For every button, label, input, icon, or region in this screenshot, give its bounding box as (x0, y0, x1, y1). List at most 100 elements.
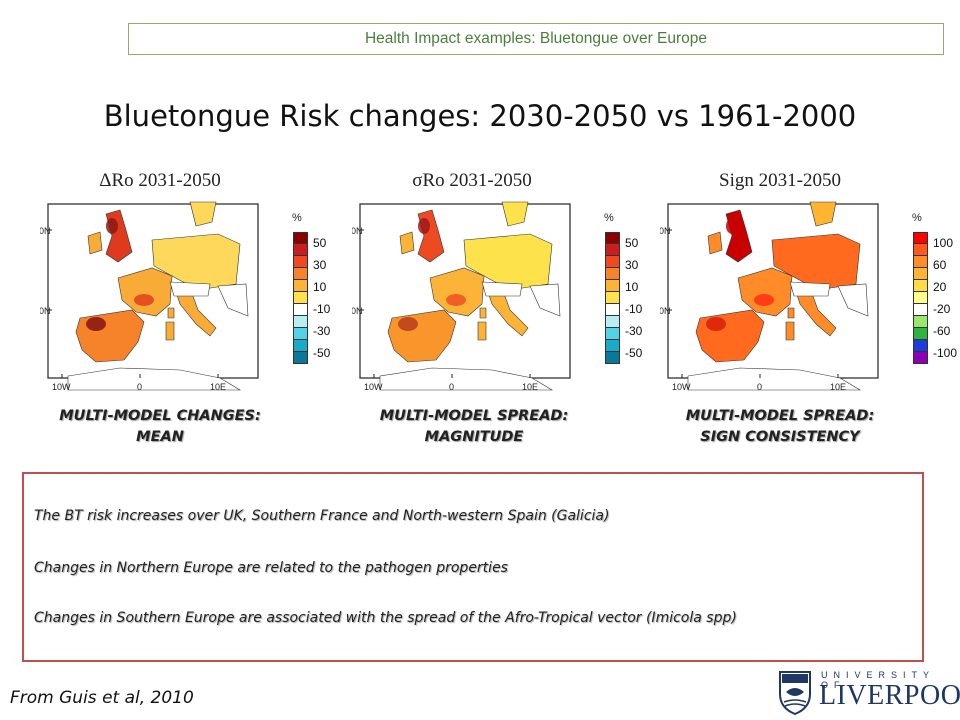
caption-line: MULTI-MODEL CHANGES: (59, 408, 261, 424)
colorbar-legend: 50 30 10 -10 -30 -50 (605, 232, 642, 364)
legend-label: -100 (933, 346, 958, 360)
legend-swatch (913, 268, 928, 280)
legend-label: 50 (625, 236, 639, 250)
map-axis-label: 0 (757, 382, 762, 392)
legend-swatch (293, 352, 308, 364)
map-axis-label: 0 (137, 382, 142, 392)
legend-label: -10 (313, 302, 331, 316)
legend-swatch (605, 268, 620, 280)
map-axis-label: 10E (830, 382, 846, 392)
legend-swatch (605, 232, 620, 244)
map-panel-mean: ΔRo 2031-2050 50N 40N 10W 0 10E % 50 30 10 -… (40, 168, 340, 408)
legend-label: -50 (313, 346, 331, 360)
map-axis-label: 10W (672, 382, 691, 392)
legend-label: 30 (313, 258, 327, 272)
legend-swatch (293, 244, 308, 256)
map-axis-label: 40N (660, 306, 671, 316)
legend-swatch (293, 268, 308, 280)
map-axis-label: 10W (364, 382, 383, 392)
map-body: 50N 40N 10W 0 10E (352, 201, 571, 392)
legend-swatch (293, 256, 308, 268)
legend-swatch (293, 292, 308, 304)
finding-item: Changes in Northern Europe are related t… (34, 560, 508, 576)
map-axis-label: 40N (352, 306, 363, 316)
colorbar-legend: 50 30 10 -10 -30 -50 (293, 232, 330, 364)
caption-spread: MULTI-MODEL SPREAD: MAGNITUDE (344, 406, 604, 448)
legend-swatch (293, 280, 308, 292)
legend-unit: % (292, 212, 302, 224)
legend-swatch (913, 352, 928, 364)
europe-map-mean: 50N 40N 10W 0 10E (40, 201, 259, 392)
legend-label: -10 (625, 302, 643, 316)
legend-swatch (913, 316, 928, 328)
legend-swatch (293, 340, 308, 352)
caption-mean: MULTI-MODEL CHANGES: MEAN (30, 406, 290, 448)
header-banner-text: Health Impact examples: Bluetongue over … (364, 30, 708, 47)
panel-title: Sign 2031-2050 (719, 170, 841, 191)
europe-map-spread: 50N 40N 10W 0 10E (352, 201, 571, 392)
legend-unit: % (912, 212, 922, 224)
legend-swatch (605, 292, 620, 304)
legend-swatches (913, 232, 928, 364)
map-axis-label: 10W (52, 382, 71, 392)
legend-swatch (913, 292, 928, 304)
legend-swatches (605, 232, 620, 364)
legend-label: 10 (313, 280, 327, 294)
map-axis-label: 40N (40, 306, 51, 316)
panel-title: σRo 2031-2050 (412, 170, 532, 191)
crest-icon (779, 671, 811, 716)
legend-swatch (605, 244, 620, 256)
legend-swatch (913, 232, 928, 244)
legend-label: 10 (625, 280, 639, 294)
legend-swatch (293, 232, 308, 244)
map-panel-sign: Sign 2031-2050 50N 40N 10W 0 10E % 100 60 20… (660, 168, 960, 408)
legend-swatch (605, 280, 620, 292)
legend-swatch (913, 280, 928, 292)
legend-swatch (293, 328, 308, 340)
header-banner: Health Impact examples: Bluetongue over … (128, 23, 944, 55)
legend-swatch (913, 304, 928, 316)
legend-swatch (605, 340, 620, 352)
map-axis-label: 50N (352, 226, 363, 236)
legend-swatch (605, 328, 620, 340)
legend-swatch (913, 244, 928, 256)
map-body: 50N 40N 10W 0 10E (660, 201, 879, 392)
map-axis-label: 0 (449, 382, 454, 392)
caption-line: MULTI-MODEL SPREAD: (685, 408, 875, 424)
legend-label: -20 (933, 302, 951, 316)
source-citation: From Guis et al, 2010 (10, 688, 194, 708)
map-axis-label: 50N (660, 226, 671, 236)
map-body: 50N 40N 10W 0 10E (40, 201, 259, 392)
legend-label: -60 (933, 324, 951, 338)
legend-label: -30 (625, 324, 643, 338)
logo-university-of: UNIVERSITY OF (821, 670, 935, 690)
caption-line: MULTI-MODEL SPREAD: (379, 408, 569, 424)
legend-swatch (913, 256, 928, 268)
map-axis-label: 10E (522, 382, 538, 392)
caption-line: MEAN (136, 429, 184, 446)
legend-swatch (293, 316, 308, 328)
europe-map-sign: 50N 40N 10W 0 10E (660, 201, 879, 392)
finding-item: Changes in Southern Europe are associate… (34, 610, 737, 626)
legend-swatch (293, 304, 308, 316)
map-axis-label: 50N (40, 226, 51, 236)
legend-label: 20 (933, 280, 947, 294)
legend-label: 100 (933, 236, 954, 250)
legend-swatches (293, 232, 308, 364)
legend-unit: % (604, 212, 614, 224)
legend-label: 30 (625, 258, 639, 272)
legend-label: 50 (313, 236, 327, 250)
map-axis-label: 10E (210, 382, 226, 392)
slide-title: Bluetongue Risk changes: 2030-2050 vs 19… (103, 99, 857, 133)
legend-label: -50 (625, 346, 643, 360)
university-logo: UNIVERSITY OF LIVERPOOL (776, 668, 960, 718)
legend-swatch (605, 316, 620, 328)
legend-swatch (605, 352, 620, 364)
logo-liverpool: LIVERPOOL (819, 680, 960, 711)
finding-item: The BT risk increases over UK, Southern … (34, 508, 610, 524)
legend-label: -30 (313, 324, 331, 338)
legend-label: 60 (933, 258, 947, 272)
legend-swatch (605, 256, 620, 268)
panel-title: ΔRo 2031-2050 (99, 170, 221, 191)
findings-box: The BT risk increases over UK, Southern … (22, 472, 924, 662)
